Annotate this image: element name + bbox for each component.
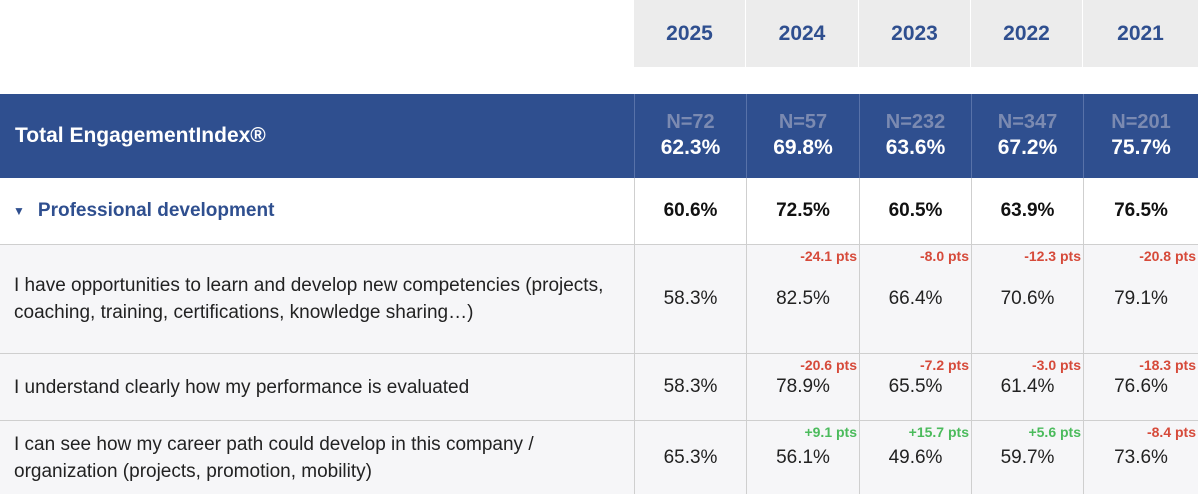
section-row-professional-development: ▼ Professional development 60.6% 72.5% 6… [0, 178, 1198, 245]
question-row: I have opportunities to learn and develo… [0, 245, 1198, 354]
question-value: 70.6% [1000, 288, 1055, 309]
total-value: 75.7% [1111, 136, 1171, 159]
section-toggle[interactable]: ▼ Professional development [0, 178, 634, 244]
delta-badge: +15.7 pts [908, 424, 969, 440]
question-cell-2023: -8.0 pts 66.4% [859, 245, 971, 353]
total-value: 62.3% [660, 136, 721, 159]
delta-badge: -3.0 pts [1031, 357, 1081, 373]
caret-down-icon: ▼ [13, 204, 25, 218]
total-cell-2025: N=72 62.3% [634, 94, 746, 178]
question-cell-2023: -7.2 pts 65.5% [859, 354, 971, 420]
question-row: I understand clearly how my performance … [0, 354, 1198, 421]
question-cell-2024: +9.1 pts 56.1% [746, 421, 859, 494]
question-cell-2025: 65.3% [634, 421, 746, 494]
question-value: 65.3% [663, 446, 718, 468]
delta-badge: -12.3 pts [1024, 248, 1081, 264]
year-header-2021: 2021 [1083, 0, 1198, 67]
question-label: I have opportunities to learn and develo… [14, 275, 604, 323]
delta-badge: +9.1 pts [804, 424, 857, 440]
question-value: 58.3% [663, 376, 718, 397]
delta-badge: -8.4 pts [1146, 424, 1196, 440]
year-header-2022: 2022 [971, 0, 1083, 67]
section-value-2025: 60.6% [634, 178, 746, 244]
question-value: 49.6% [888, 446, 943, 468]
question-value: 58.3% [663, 288, 718, 309]
question-value: 76.6% [1114, 376, 1168, 397]
question-cell-2021: -20.8 pts 79.1% [1083, 245, 1198, 353]
section-value-2023: 60.5% [859, 178, 971, 244]
question-cell-2021: -8.4 pts 73.6% [1083, 421, 1198, 494]
delta-badge: -18.3 pts [1139, 357, 1196, 373]
section-value-2022: 63.9% [971, 178, 1083, 244]
delta-badge: -7.2 pts [919, 357, 969, 373]
delta-badge: -8.0 pts [919, 248, 969, 264]
question-cell-2023: +15.7 pts 49.6% [859, 421, 971, 494]
section-value-2024: 72.5% [746, 178, 859, 244]
total-cell-2021: N=201 75.7% [1083, 94, 1198, 178]
delta-badge: -20.8 pts [1139, 248, 1196, 264]
question-cell-2022: -12.3 pts 70.6% [971, 245, 1083, 353]
question-cell-2021: -18.3 pts 76.6% [1083, 354, 1198, 420]
question-value: 82.5% [776, 288, 830, 309]
question-cell-2022: -3.0 pts 61.4% [971, 354, 1083, 420]
question-cell-2025: 58.3% [634, 245, 746, 353]
section-label: Professional development [37, 200, 275, 221]
year-header-2024: 2024 [746, 0, 859, 67]
question-value: 73.6% [1114, 446, 1168, 468]
delta-badge: -24.1 pts [800, 248, 857, 264]
question-value: 79.1% [1114, 288, 1168, 309]
question-value: 78.9% [776, 376, 830, 397]
sample-size: N=57 [778, 111, 828, 133]
delta-badge: +5.6 pts [1028, 424, 1081, 440]
question-cell-2024: -24.1 pts 82.5% [746, 245, 859, 353]
question-cell-2024: -20.6 pts 78.9% [746, 354, 859, 420]
year-header-2025: 2025 [634, 0, 746, 67]
section-value-2021: 76.5% [1083, 178, 1198, 244]
total-engagement-row: Total EngagementIndex® N=72 62.3% N=57 6… [0, 94, 1198, 178]
total-value: 67.2% [997, 136, 1058, 159]
question-value: 65.5% [888, 376, 943, 397]
question-cell-2025: 58.3% [634, 354, 746, 420]
total-value: 69.8% [773, 136, 833, 159]
question-label: I can see how my career path could devel… [14, 433, 534, 482]
total-cell-2024: N=57 69.8% [746, 94, 859, 178]
total-cell-2022: N=347 67.2% [971, 94, 1083, 178]
sample-size: N=72 [666, 111, 715, 133]
year-header-2023: 2023 [859, 0, 971, 67]
sample-size: N=232 [885, 111, 946, 133]
year-header-row: 2025 2024 2023 2022 2021 [634, 0, 1198, 67]
question-value: 59.7% [1000, 446, 1055, 468]
total-value: 63.6% [885, 136, 946, 159]
question-value: 61.4% [1000, 376, 1055, 397]
total-engagement-label: Total EngagementIndex® [15, 124, 266, 147]
question-value: 66.4% [888, 288, 943, 309]
question-value: 56.1% [776, 446, 830, 468]
question-cell-2022: +5.6 pts 59.7% [971, 421, 1083, 494]
question-label: I understand clearly how my performance … [14, 376, 470, 398]
delta-badge: -20.6 pts [800, 357, 857, 373]
total-cell-2023: N=232 63.6% [859, 94, 971, 178]
question-row: I can see how my career path could devel… [0, 421, 1198, 494]
sample-size: N=201 [1111, 111, 1171, 133]
sample-size: N=347 [997, 111, 1058, 133]
